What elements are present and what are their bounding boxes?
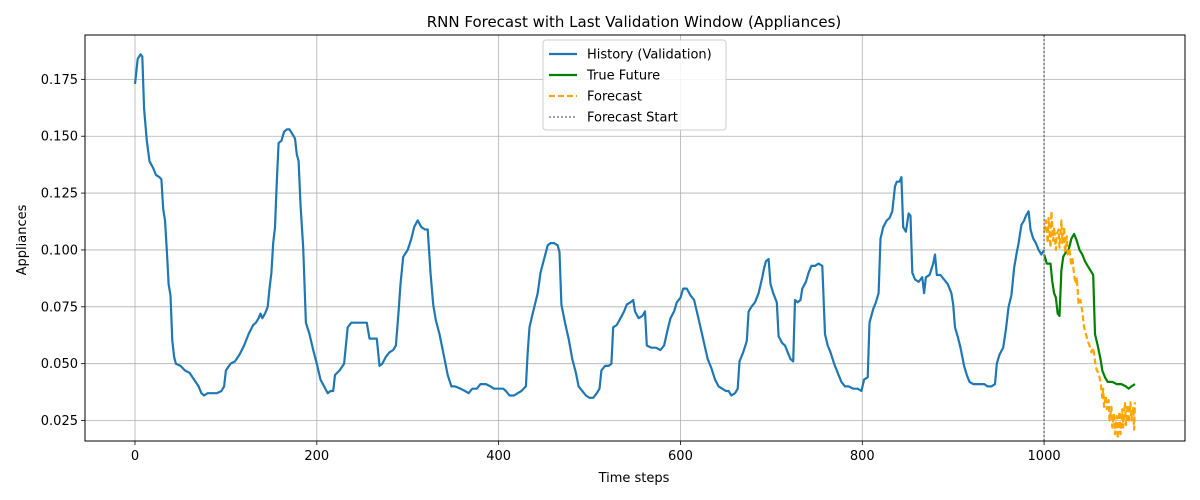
y-tick-label: 0.025: [41, 414, 78, 429]
y-axis-label: Appliances: [15, 204, 30, 275]
x-tick-label: 800: [850, 449, 875, 464]
y-tick-label: 0.150: [41, 130, 78, 145]
legend-label-true-future: True Future: [586, 69, 660, 84]
legend-label-forecast: Forecast: [587, 90, 642, 105]
plot-frame: [84, 34, 1186, 442]
chart-title: RNN Forecast with Last Validation Window…: [427, 13, 842, 31]
y-tick-label: 0.075: [41, 300, 78, 315]
series-layer: [133, 35, 1137, 441]
legend-label-forecast-start: Forecast Start: [587, 111, 678, 126]
legend: History (Validation) True Future Forecast F…: [542, 39, 727, 131]
x-tick-label: 600: [668, 449, 693, 464]
x-tick-label: 0: [131, 449, 139, 464]
series-true-future-line: [1043, 232, 1136, 390]
series-history-validation-line: [133, 53, 1046, 399]
x-tick-label: 1000: [1028, 449, 1061, 464]
series-forecast-line: [1043, 210, 1137, 440]
legend-box: [542, 39, 727, 131]
x-axis-label: Time steps: [598, 471, 670, 486]
x-tick-label: 400: [486, 449, 511, 464]
ticks: 0 200 400 600 800 1000 0.025 0.050 0.075 0.100 0.1…: [41, 73, 1061, 464]
x-tick-label: 200: [304, 449, 329, 464]
y-tick-label: 0.100: [41, 243, 78, 258]
legend-label-history-validation: History (Validation): [587, 48, 712, 63]
y-tick-label: 0.050: [41, 357, 78, 372]
y-tick-label: 0.125: [41, 187, 78, 202]
y-tick-label: 0.175: [41, 73, 78, 88]
